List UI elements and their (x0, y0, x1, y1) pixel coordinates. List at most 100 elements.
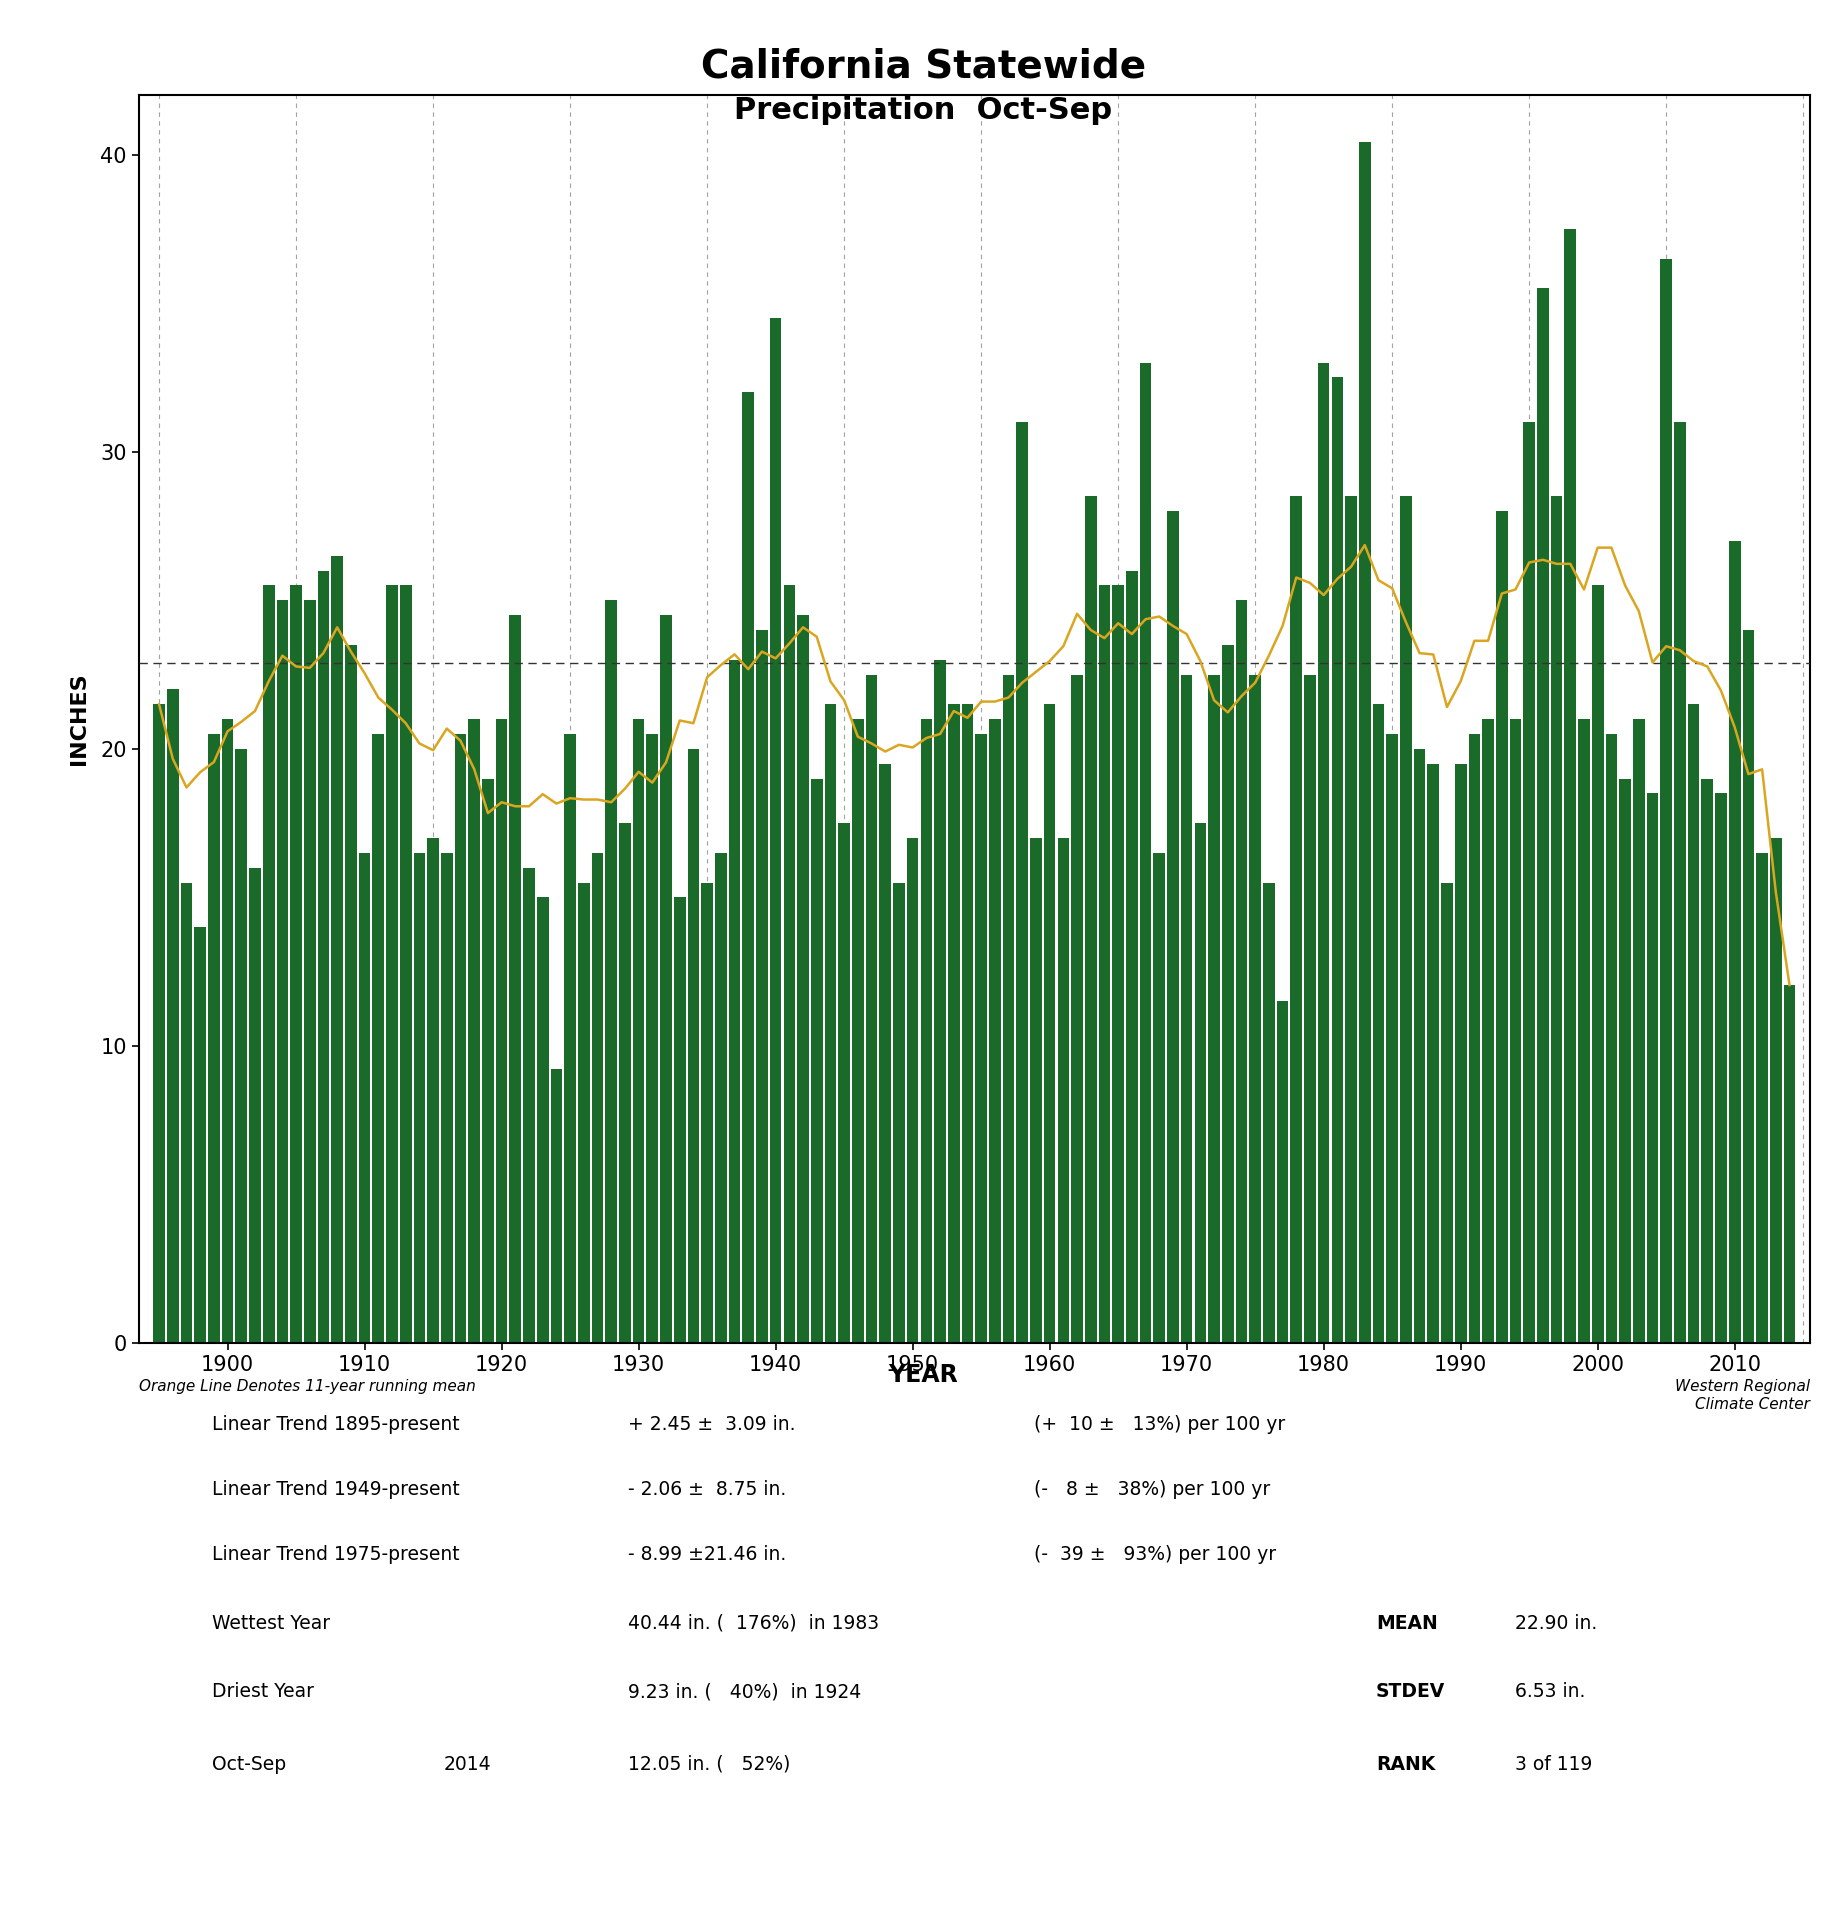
Text: Orange Line Denotes 11-year running mean: Orange Line Denotes 11-year running mean (139, 1379, 475, 1394)
Bar (1592, 585, 1603, 1343)
Bar (1441, 882, 1454, 1343)
Bar (1648, 792, 1659, 1343)
Bar (1564, 229, 1575, 1343)
Text: 40.44 in. (  176%)  in 1983: 40.44 in. ( 176%) in 1983 (628, 1614, 879, 1633)
Bar (222, 718, 233, 1343)
Bar (386, 585, 397, 1343)
Bar (1003, 674, 1014, 1343)
Bar (441, 853, 453, 1343)
Bar (1372, 705, 1383, 1343)
Bar (1345, 497, 1358, 1343)
Bar (235, 749, 247, 1343)
Bar (962, 705, 973, 1343)
Bar (1387, 733, 1398, 1343)
Text: 9.23 in. (   40%)  in 1924: 9.23 in. ( 40%) in 1924 (628, 1682, 861, 1701)
Bar (1633, 718, 1644, 1343)
Text: STDEV: STDEV (1376, 1682, 1444, 1701)
Bar (1673, 423, 1686, 1343)
Bar (565, 733, 576, 1343)
Bar (606, 600, 617, 1343)
Bar (1058, 838, 1069, 1343)
Bar (1701, 779, 1714, 1343)
Bar (194, 928, 207, 1343)
Text: + 2.45 ±  3.09 in.: + 2.45 ± 3.09 in. (628, 1415, 796, 1434)
Text: Wettest Year: Wettest Year (212, 1614, 331, 1633)
Bar (1167, 511, 1178, 1343)
Bar (988, 718, 1001, 1343)
Y-axis label: INCHES: INCHES (68, 672, 89, 766)
Bar (1223, 646, 1234, 1343)
Text: Oct-Sep: Oct-Sep (212, 1755, 286, 1774)
Bar (811, 779, 822, 1343)
Bar (839, 823, 850, 1343)
Bar (305, 600, 316, 1343)
Bar (1688, 705, 1699, 1343)
Bar (1428, 764, 1439, 1343)
Bar (1742, 631, 1755, 1343)
Bar (1537, 288, 1550, 1343)
Bar (1276, 1002, 1289, 1343)
Bar (550, 1069, 561, 1343)
Bar (1304, 674, 1315, 1343)
Bar (755, 631, 768, 1343)
Bar (879, 764, 890, 1343)
Bar (318, 572, 329, 1343)
Text: YEAR: YEAR (888, 1364, 959, 1387)
Bar (1071, 674, 1082, 1343)
Bar (948, 705, 960, 1343)
Bar (659, 615, 672, 1343)
Bar (1400, 497, 1411, 1343)
Bar (1605, 733, 1618, 1343)
Bar (1044, 705, 1055, 1343)
Bar (1468, 733, 1479, 1343)
Bar (851, 718, 864, 1343)
Bar (798, 615, 809, 1343)
Bar (634, 718, 645, 1343)
Bar (482, 779, 493, 1343)
Bar (523, 867, 536, 1343)
Bar (824, 705, 837, 1343)
Bar (730, 659, 741, 1343)
Text: Precipitation  Oct-Sep: Precipitation Oct-Sep (735, 95, 1112, 126)
Bar (1153, 853, 1165, 1343)
Bar (153, 705, 164, 1343)
Bar (1291, 497, 1302, 1343)
Bar (1413, 749, 1426, 1343)
Bar (770, 318, 781, 1343)
Bar (1195, 823, 1206, 1343)
Bar (277, 600, 288, 1343)
Bar (1455, 764, 1467, 1343)
Bar (866, 674, 877, 1343)
Bar (1031, 838, 1042, 1343)
Bar (1577, 718, 1590, 1343)
Bar (1208, 674, 1219, 1343)
Bar (687, 749, 700, 1343)
Bar (345, 646, 356, 1343)
Bar (1180, 674, 1193, 1343)
Bar (249, 867, 260, 1343)
Text: California Statewide: California Statewide (702, 48, 1145, 86)
Bar (1729, 541, 1740, 1343)
Bar (578, 882, 589, 1343)
Text: 2014: 2014 (443, 1755, 491, 1774)
Bar (1509, 718, 1522, 1343)
Bar (537, 897, 549, 1343)
Bar (1016, 423, 1029, 1343)
Bar (702, 882, 713, 1343)
Bar (783, 585, 796, 1343)
Text: Linear Trend 1949-present: Linear Trend 1949-present (212, 1480, 460, 1499)
Text: (-  39 ±   93%) per 100 yr: (- 39 ± 93%) per 100 yr (1034, 1545, 1276, 1564)
Bar (1524, 423, 1535, 1343)
Bar (495, 718, 508, 1343)
Bar (262, 585, 275, 1343)
Text: - 8.99 ±21.46 in.: - 8.99 ±21.46 in. (628, 1545, 787, 1564)
Text: 22.90 in.: 22.90 in. (1515, 1614, 1598, 1633)
Bar (1756, 853, 1768, 1343)
Text: (+  10 ±   13%) per 100 yr: (+ 10 ± 13%) per 100 yr (1034, 1415, 1286, 1434)
Bar (1716, 792, 1727, 1343)
Text: (-   8 ±   38%) per 100 yr: (- 8 ± 38%) per 100 yr (1034, 1480, 1271, 1499)
Bar (510, 615, 521, 1343)
Bar (454, 733, 465, 1343)
Bar (1127, 572, 1138, 1343)
Text: Linear Trend 1895-present: Linear Trend 1895-present (212, 1415, 460, 1434)
